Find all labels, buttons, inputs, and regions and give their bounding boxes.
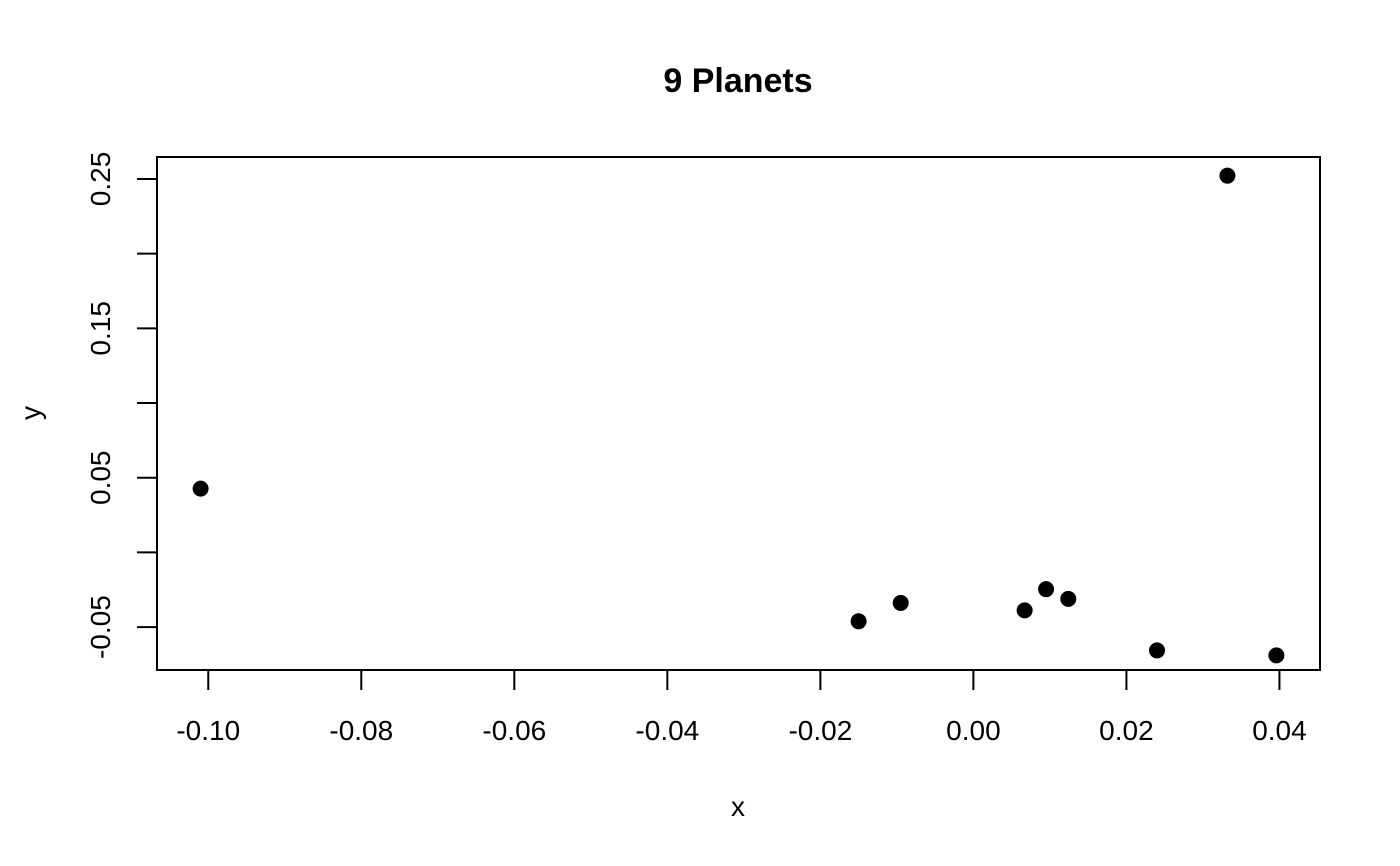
y-tick-label: 0.05 — [85, 450, 116, 505]
x-tick-label: 0.04 — [1252, 715, 1307, 746]
data-point — [1060, 590, 1077, 607]
data-point — [1219, 167, 1236, 184]
data-point — [892, 594, 909, 611]
y-tick-label: 0.25 — [85, 152, 116, 207]
y-tick-label: -0.05 — [85, 595, 116, 659]
data-point — [850, 613, 867, 630]
x-axis-label: x — [731, 791, 745, 822]
data-points — [192, 167, 1285, 664]
x-tick-label: -0.08 — [329, 715, 393, 746]
x-tick-label: 0.00 — [946, 715, 1001, 746]
y-tick-label: 0.15 — [85, 301, 116, 356]
x-tick-label: -0.02 — [788, 715, 852, 746]
data-point — [1268, 647, 1285, 664]
data-point — [1038, 581, 1055, 598]
y-axis-label: y — [15, 406, 46, 420]
chart-title: 9 Planets — [663, 62, 812, 100]
x-axis: -0.10 -0.08 -0.06 -0.04 -0.02 0.00 0.02 0.04 — [176, 669, 1307, 746]
data-point — [192, 480, 209, 497]
x-tick-label: -0.06 — [482, 715, 546, 746]
x-tick-label: -0.04 — [635, 715, 699, 746]
data-point — [1149, 642, 1166, 659]
x-tick-label: -0.10 — [176, 715, 240, 746]
x-tick-label: 0.02 — [1099, 715, 1154, 746]
data-point — [1016, 602, 1033, 619]
y-axis: -0.05 0.05 0.15 0.25 — [85, 152, 158, 659]
plot-frame — [156, 156, 1321, 671]
